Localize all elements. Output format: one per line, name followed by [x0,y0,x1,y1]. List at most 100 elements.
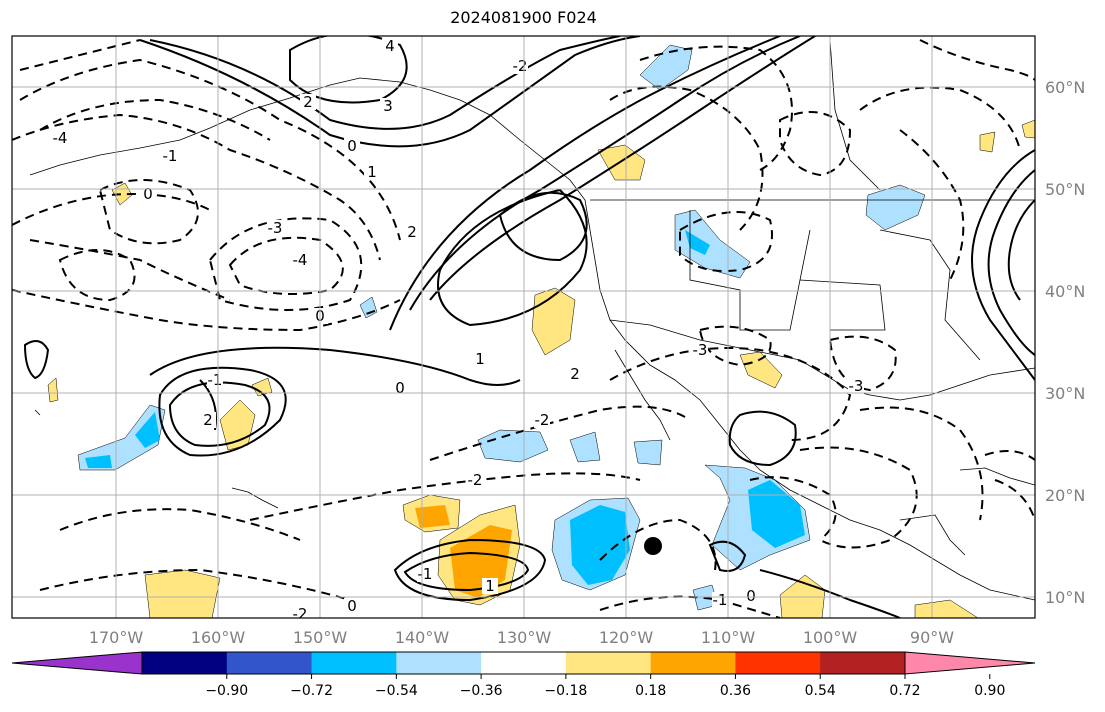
map-title: 2024081900 F024 [450,8,597,27]
lat-label: 30°N [1045,384,1085,403]
shade-region [748,480,805,548]
contour-line [859,406,984,521]
contour-line [19,39,141,71]
contour-label-bg [848,378,864,394]
lat-label: 50°N [1045,180,1085,199]
contour-label: 1 [367,163,377,181]
contour-line [139,36,641,148]
negative-contours [12,39,1035,618]
shade-region [77,404,166,471]
contour-label: -2 [468,471,483,489]
contour-line [228,236,344,295]
lat-label: 40°N [1045,282,1085,301]
colorbar-tick-label: 0.72 [889,683,920,699]
coastline [959,467,1035,486]
colorbar-segment [226,652,313,674]
coastline [29,77,1035,601]
colorbar-extend-low [11,651,143,675]
contour-line [779,111,852,177]
contour-line [708,540,747,572]
contour-label-bg [743,588,759,604]
latitude-labels: 60°N 50°N 40°N 30°N 20°N 10°N [1045,78,1085,607]
contour-line [609,347,852,441]
colorbar-tick-label: 0.90 [974,683,1005,699]
lat-label: 60°N [1045,78,1085,97]
contour-label-bg [404,224,420,240]
contour-line [984,450,1035,461]
colorbar-segment [481,652,567,674]
shade-region [914,599,979,618]
contour-line [828,335,897,392]
contour-line [759,569,901,618]
lon-label: 110°W [701,628,756,647]
border [899,514,966,556]
contour-line [249,472,641,521]
contour-label-bg [567,366,583,382]
contour-label: -4 [293,251,308,269]
contour-line [39,568,351,601]
contour-label-bg [267,220,283,236]
contour-label: 0 [143,185,153,203]
lon-label: 120°W [599,628,654,647]
border [799,279,886,331]
contour-label: 0 [347,597,357,615]
contour-line [429,36,816,301]
map-frame [11,35,1036,619]
shade-region [865,184,926,231]
contour-label-bg [482,578,498,594]
contour-line [498,191,588,262]
contour-label: -1 [163,147,178,165]
shade-region [144,569,221,618]
colorbar-tick-label: −0.90 [205,683,248,699]
contour-label: 2 [303,93,313,111]
contour-line [679,211,773,272]
contour-label: -2 [293,605,308,623]
contour-line [12,193,211,226]
contour-label-bg [692,342,708,358]
contour-line [12,113,381,261]
lat-label: 20°N [1045,486,1085,505]
lon-label: 150°W [293,628,348,647]
contour-line [919,39,1035,81]
border [829,39,881,191]
contour-label-bg [467,472,483,488]
lon-label: 130°W [497,628,552,647]
contour-line [1007,199,1035,301]
colorbar-segment [142,652,228,674]
storm-marker [644,537,662,555]
contour-line [208,217,363,311]
contour-line [409,36,801,311]
shade-region [685,230,710,255]
shade-region [979,131,996,153]
contour-label-bg [207,372,223,388]
colorbar-segment [565,652,652,674]
contour-line [12,289,401,332]
contour-label-bg [292,606,308,618]
contour-label: -4 [53,129,68,147]
contour-line [149,346,521,386]
contour-line [987,169,1035,356]
contour-line [23,340,50,380]
shade-region [85,455,112,468]
shade-region [251,377,273,397]
contour-label-bg [344,138,360,154]
contour-label-bg [380,98,396,114]
contour-label: -1 [208,371,223,389]
lat-label: 10°N [1045,588,1085,607]
contour-label: 0 [347,137,357,155]
contour-line [599,595,781,618]
contour-line [994,479,1035,521]
colorbar-tick-label: −0.36 [460,683,503,699]
colorbar-tick-label: 0.36 [720,683,751,699]
gridlines [12,36,1035,618]
contour-label: -3 [268,219,283,237]
contour-label: 4 [385,37,395,55]
contour-label-bg [392,380,408,396]
shade-region [415,505,450,528]
contour-line [599,518,717,571]
contour-label: 2 [407,223,417,241]
contour-label-bg [344,598,360,614]
shade-region [569,431,601,463]
contour-line [437,188,588,327]
